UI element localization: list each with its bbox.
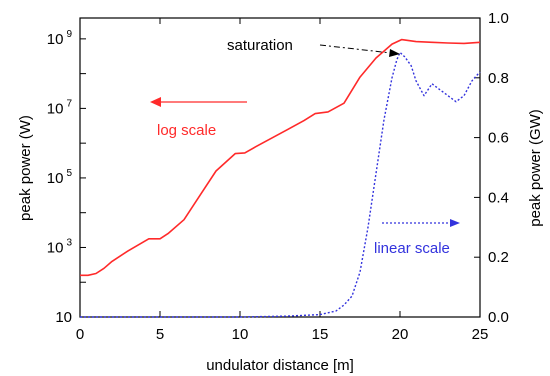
annotation-linear-scale: linear scale bbox=[374, 219, 460, 257]
x-tick-label: 25 bbox=[472, 326, 489, 343]
log-scale-arrow-head bbox=[150, 97, 161, 107]
x-tick-label: 15 bbox=[312, 326, 329, 343]
linear-scale-arrow-head bbox=[450, 219, 460, 227]
y-right-tick-label: 0.6 bbox=[488, 130, 509, 147]
y-axis-left-label: peak power (W) bbox=[17, 115, 34, 221]
y-left-tick-label: 10 3 bbox=[47, 237, 73, 256]
x-tick-label: 5 bbox=[156, 326, 164, 343]
y-left-tick-label: 10 5 bbox=[47, 168, 73, 187]
annotation-log-scale: log scale bbox=[150, 97, 247, 139]
series-group bbox=[80, 38, 481, 318]
x-axis-label: undulator distance [m] bbox=[206, 357, 354, 374]
y-right-tick-label: 0.2 bbox=[488, 249, 509, 266]
series-line-log bbox=[80, 38, 481, 277]
y-right-tick-label: 0.0 bbox=[488, 309, 509, 326]
y-left-tick-label: 10 7 bbox=[47, 98, 73, 117]
saturation-arrow-head bbox=[389, 49, 400, 57]
linear-scale-label: linear scale bbox=[374, 240, 450, 257]
x-tick-label: 20 bbox=[392, 326, 409, 343]
y-left-tick-label: 10 9 bbox=[47, 29, 73, 48]
y-right-tick-label: 0.4 bbox=[488, 189, 509, 206]
x-tick-label: 10 bbox=[232, 326, 249, 343]
y-right-tick-label: 1.0 bbox=[488, 10, 509, 27]
saturation-label: saturation bbox=[227, 37, 293, 54]
saturation-arrow-line bbox=[319, 44, 392, 54]
series-line-linear bbox=[80, 51, 481, 318]
x-tick-label: 0 bbox=[76, 326, 84, 343]
y-right-tick-label: 0.8 bbox=[488, 70, 509, 87]
y-left-tick-label: 10 bbox=[55, 309, 72, 326]
y-axis-right-label: peak power (GW) bbox=[527, 109, 544, 227]
annotation-saturation: saturation bbox=[227, 37, 400, 57]
plot-frame bbox=[79, 17, 481, 318]
log-scale-label: log scale bbox=[157, 122, 216, 139]
plot-border bbox=[79, 17, 481, 318]
